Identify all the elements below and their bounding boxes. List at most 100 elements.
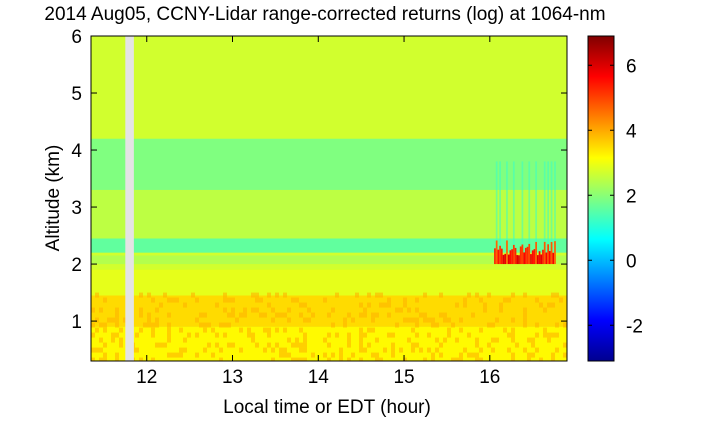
- heatmap-cell: [523, 322, 527, 328]
- heatmap-cell: [423, 292, 427, 298]
- heatmap-cell: [535, 347, 539, 353]
- cloud-cell: [499, 245, 501, 265]
- heatmap-cell: [151, 327, 155, 333]
- heatmap-cell: [167, 332, 171, 338]
- heatmap-cell: [231, 307, 235, 313]
- heatmap-cell: [463, 302, 467, 308]
- heatmap-cell: [91, 307, 95, 313]
- heatmap-band-2: [91, 269, 567, 296]
- heatmap-cell: [347, 342, 351, 348]
- x-tick-label: 16: [479, 367, 500, 388]
- heatmap-cell: [395, 322, 399, 328]
- heatmap-cell: [139, 307, 143, 313]
- heatmap-cell: [475, 352, 479, 358]
- heatmap-cell: [295, 297, 299, 303]
- cloud-cell: [521, 244, 524, 265]
- heatmap-cell: [119, 327, 123, 333]
- heatmap-cell: [227, 312, 231, 318]
- cloud-cell: [533, 249, 536, 265]
- heatmap-cell: [387, 302, 391, 308]
- heatmap-cell: [431, 352, 435, 358]
- heatmap-cell: [251, 337, 255, 343]
- colorbar-tick-label: 6: [626, 56, 637, 77]
- heatmap-cell: [491, 347, 495, 353]
- heatmap-cell: [143, 322, 147, 328]
- heatmap-cell: [215, 342, 219, 348]
- colorbar-ticks: -2 0 2 4 6: [588, 56, 643, 337]
- heatmap-cell: [179, 327, 183, 333]
- heatmap-cell: [115, 357, 119, 361]
- heatmap-cell: [563, 352, 567, 358]
- x-tick-label: 14: [308, 367, 330, 388]
- heatmap-cell: [439, 342, 443, 348]
- heatmap-cell: [163, 342, 167, 348]
- heatmap-cell: [363, 312, 367, 318]
- heatmap-cell: [283, 352, 287, 358]
- heatmap-cell: [275, 327, 279, 333]
- heatmap-cell: [451, 357, 455, 361]
- heatmap-cell: [95, 317, 99, 323]
- heatmap-cell: [359, 302, 363, 308]
- heatmap-cell: [511, 332, 515, 338]
- heatmap-cell: [383, 302, 387, 308]
- heatmap-cell: [115, 317, 119, 323]
- heatmap-cell: [487, 342, 491, 348]
- signal-streak: [506, 161, 508, 241]
- heatmap-cell: [175, 352, 179, 358]
- heatmap-cell: [459, 357, 463, 361]
- signal-streak: [499, 161, 501, 246]
- heatmap-cell: [395, 307, 399, 313]
- heatmap-cell: [327, 342, 331, 348]
- heatmap-cell: [155, 307, 159, 313]
- cloud-cell: [548, 251, 551, 265]
- heatmap-cell: [151, 322, 155, 328]
- heatmap-cell: [443, 337, 447, 343]
- colorbar-tick-label: 0: [626, 251, 637, 272]
- signal-streak: [512, 161, 515, 245]
- heatmap-cell: [115, 352, 119, 358]
- cloud-cell: [494, 248, 496, 265]
- heatmap-cell: [179, 352, 183, 358]
- heatmap-cell: [487, 322, 491, 328]
- heatmap-cell: [91, 322, 95, 328]
- heatmap-cell: [207, 322, 211, 328]
- heatmap-cell: [179, 347, 183, 353]
- heatmap-cell: [543, 307, 547, 313]
- data-gap: [125, 36, 134, 361]
- heatmap-cell: [503, 297, 507, 303]
- heatmap-cell: [415, 297, 419, 303]
- x-tick-label: 13: [222, 367, 243, 388]
- heatmap-cell: [195, 297, 199, 303]
- heatmap-cell: [227, 322, 231, 328]
- heatmap-cell: [139, 312, 143, 318]
- cloud-cell: [552, 252, 555, 265]
- cloud-cell: [554, 241, 556, 265]
- heatmap-cell: [91, 347, 95, 353]
- colorbar-tick-label: 4: [626, 121, 637, 142]
- heatmap-cell: [147, 322, 151, 328]
- heatmap-cell: [435, 322, 439, 328]
- heatmap-cell: [335, 332, 339, 338]
- heatmap-cell: [259, 297, 263, 303]
- heatmap-band-7: [91, 36, 567, 139]
- heatmap-cell: [491, 337, 495, 343]
- heatmap-cell: [299, 312, 303, 318]
- heatmap-cell: [283, 312, 287, 318]
- heatmap-cell: [379, 302, 383, 308]
- heatmap-cell: [359, 337, 363, 343]
- heatmap-cell: [171, 297, 175, 303]
- heatmap-cell: [439, 292, 443, 298]
- heatmap-cell: [375, 357, 379, 361]
- heatmap-cell: [347, 312, 351, 318]
- heatmap-cell: [443, 317, 447, 323]
- heatmap-cell: [487, 292, 491, 298]
- heatmap-cell: [207, 342, 211, 348]
- heatmap-cell: [407, 317, 411, 323]
- heatmap-cell: [151, 357, 155, 361]
- heatmap-cell: [255, 342, 259, 348]
- heatmap-cell: [103, 357, 107, 361]
- heatmap-cell: [415, 322, 419, 328]
- cloud-cell: [509, 250, 512, 265]
- heatmap-cell: [99, 307, 103, 313]
- heatmap-cell: [467, 352, 471, 358]
